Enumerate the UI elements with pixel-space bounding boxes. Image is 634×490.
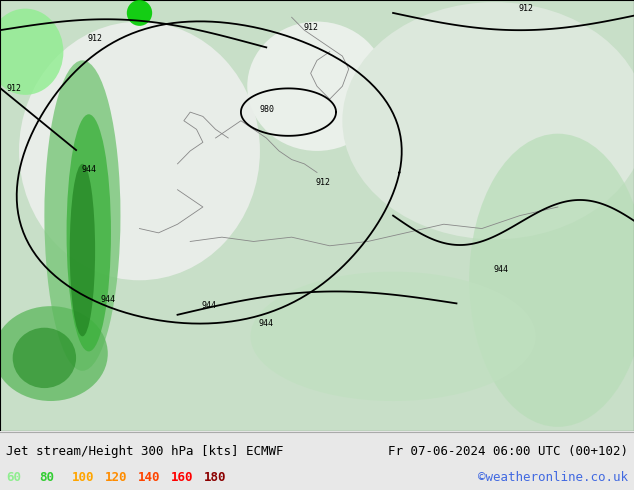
Text: 912: 912	[87, 34, 103, 43]
Ellipse shape	[469, 134, 634, 427]
Ellipse shape	[0, 9, 63, 95]
Text: 912: 912	[6, 84, 22, 93]
Text: 120: 120	[105, 470, 127, 484]
Text: Fr 07-06-2024 06:00 UTC (00+102): Fr 07-06-2024 06:00 UTC (00+102)	[387, 445, 628, 458]
Ellipse shape	[13, 328, 76, 388]
Ellipse shape	[250, 271, 536, 401]
Text: 944: 944	[202, 301, 217, 310]
Text: 912: 912	[316, 178, 331, 187]
Ellipse shape	[19, 22, 260, 280]
Ellipse shape	[127, 0, 152, 26]
Text: 140: 140	[138, 470, 160, 484]
Ellipse shape	[247, 22, 387, 151]
Ellipse shape	[67, 114, 111, 351]
Text: 100: 100	[72, 470, 94, 484]
Ellipse shape	[0, 306, 108, 401]
Text: 944: 944	[100, 295, 115, 304]
Text: Jet stream/Height 300 hPa [kts] ECMWF: Jet stream/Height 300 hPa [kts] ECMWF	[6, 445, 284, 458]
Ellipse shape	[44, 60, 120, 371]
Text: 80: 80	[39, 470, 55, 484]
Text: 944: 944	[493, 265, 508, 273]
Text: 160: 160	[171, 470, 193, 484]
Text: 944: 944	[259, 318, 274, 327]
Text: 180: 180	[204, 470, 226, 484]
Ellipse shape	[70, 164, 95, 336]
Text: 912: 912	[303, 23, 318, 32]
Text: 980: 980	[260, 105, 275, 114]
Text: 944: 944	[81, 166, 96, 174]
Text: ©weatheronline.co.uk: ©weatheronline.co.uk	[477, 470, 628, 484]
Ellipse shape	[342, 2, 634, 239]
Text: 60: 60	[6, 470, 22, 484]
Text: 912: 912	[519, 4, 534, 13]
